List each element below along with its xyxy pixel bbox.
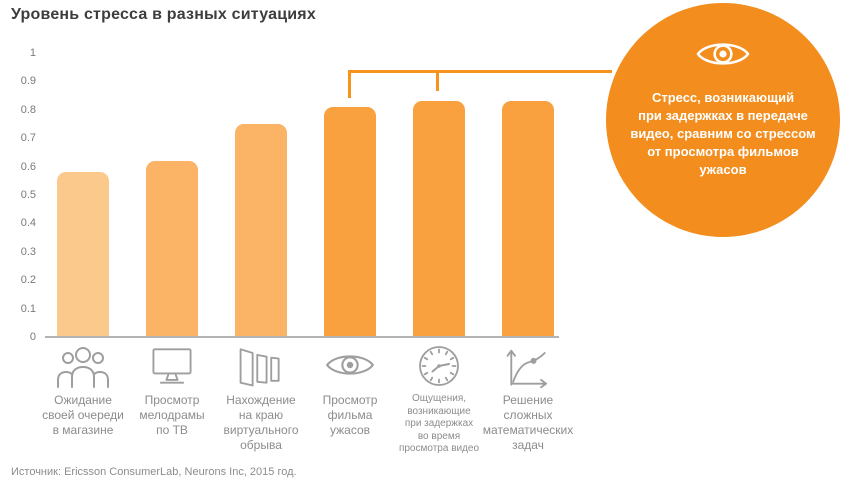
y-axis-tick-label: 0.7 — [20, 132, 36, 145]
y-axis-tick-label: 1 — [29, 47, 36, 59]
y-axis-tick-label: 0.2 — [20, 274, 36, 287]
y-axis-tick-label: 0.8 — [20, 103, 36, 116]
bar-6 — [502, 101, 554, 336]
panels-icon — [203, 344, 319, 388]
bracket-tick-bar4 — [348, 70, 351, 98]
callout-text: Стресс, возникающий при задержках в пере… — [630, 90, 816, 177]
clock-icon — [381, 344, 497, 388]
y-axis-tick-label: 0.5 — [20, 189, 36, 201]
source-note: Источник: Ericsson ConsumerLab, Neurons … — [11, 466, 297, 478]
bracket-tick-bar5 — [436, 70, 439, 91]
bar-label-3: Нахождение на краю виртуального обрыва — [223, 393, 299, 452]
y-axis-tick-label: 0.9 — [20, 75, 36, 88]
bar-3 — [235, 124, 287, 336]
graph-icon — [470, 344, 586, 388]
y-axis-tick-label: 0.3 — [20, 245, 36, 258]
bar-label-1: Ожидание своей очереди в магазине — [42, 393, 124, 437]
people-group-icon — [25, 344, 141, 388]
callout-circle: Стресс, возникающий при задержках в пере… — [606, 3, 840, 237]
bar-4 — [324, 107, 376, 336]
bar-2 — [146, 161, 198, 336]
bar-1 — [57, 172, 109, 336]
y-axis-tick-label: 0.6 — [20, 160, 36, 173]
y-axis-tick-label: 0.4 — [20, 217, 36, 230]
y-axis-tick-label: 0.1 — [20, 302, 36, 315]
bar-label-6: Решение сложных математических задач — [482, 393, 574, 452]
page-title: Уровень стресса в разных ситуациях — [11, 6, 316, 23]
bar-label-2: Просмотр мелодрамы по ТВ — [139, 393, 205, 437]
x-axis-line — [45, 336, 559, 338]
bracket-horizontal-line — [348, 70, 612, 73]
bar-label-4: Просмотр фильма ужасов — [322, 393, 378, 437]
eye-icon — [292, 344, 408, 388]
bar-label-5: Ощущения, возникающие при задержках во в… — [398, 393, 480, 454]
bar-5 — [413, 101, 465, 336]
tv-icon — [114, 344, 230, 388]
eye-icon — [696, 43, 750, 65]
y-axis-tick-label: 0 — [29, 331, 36, 343]
